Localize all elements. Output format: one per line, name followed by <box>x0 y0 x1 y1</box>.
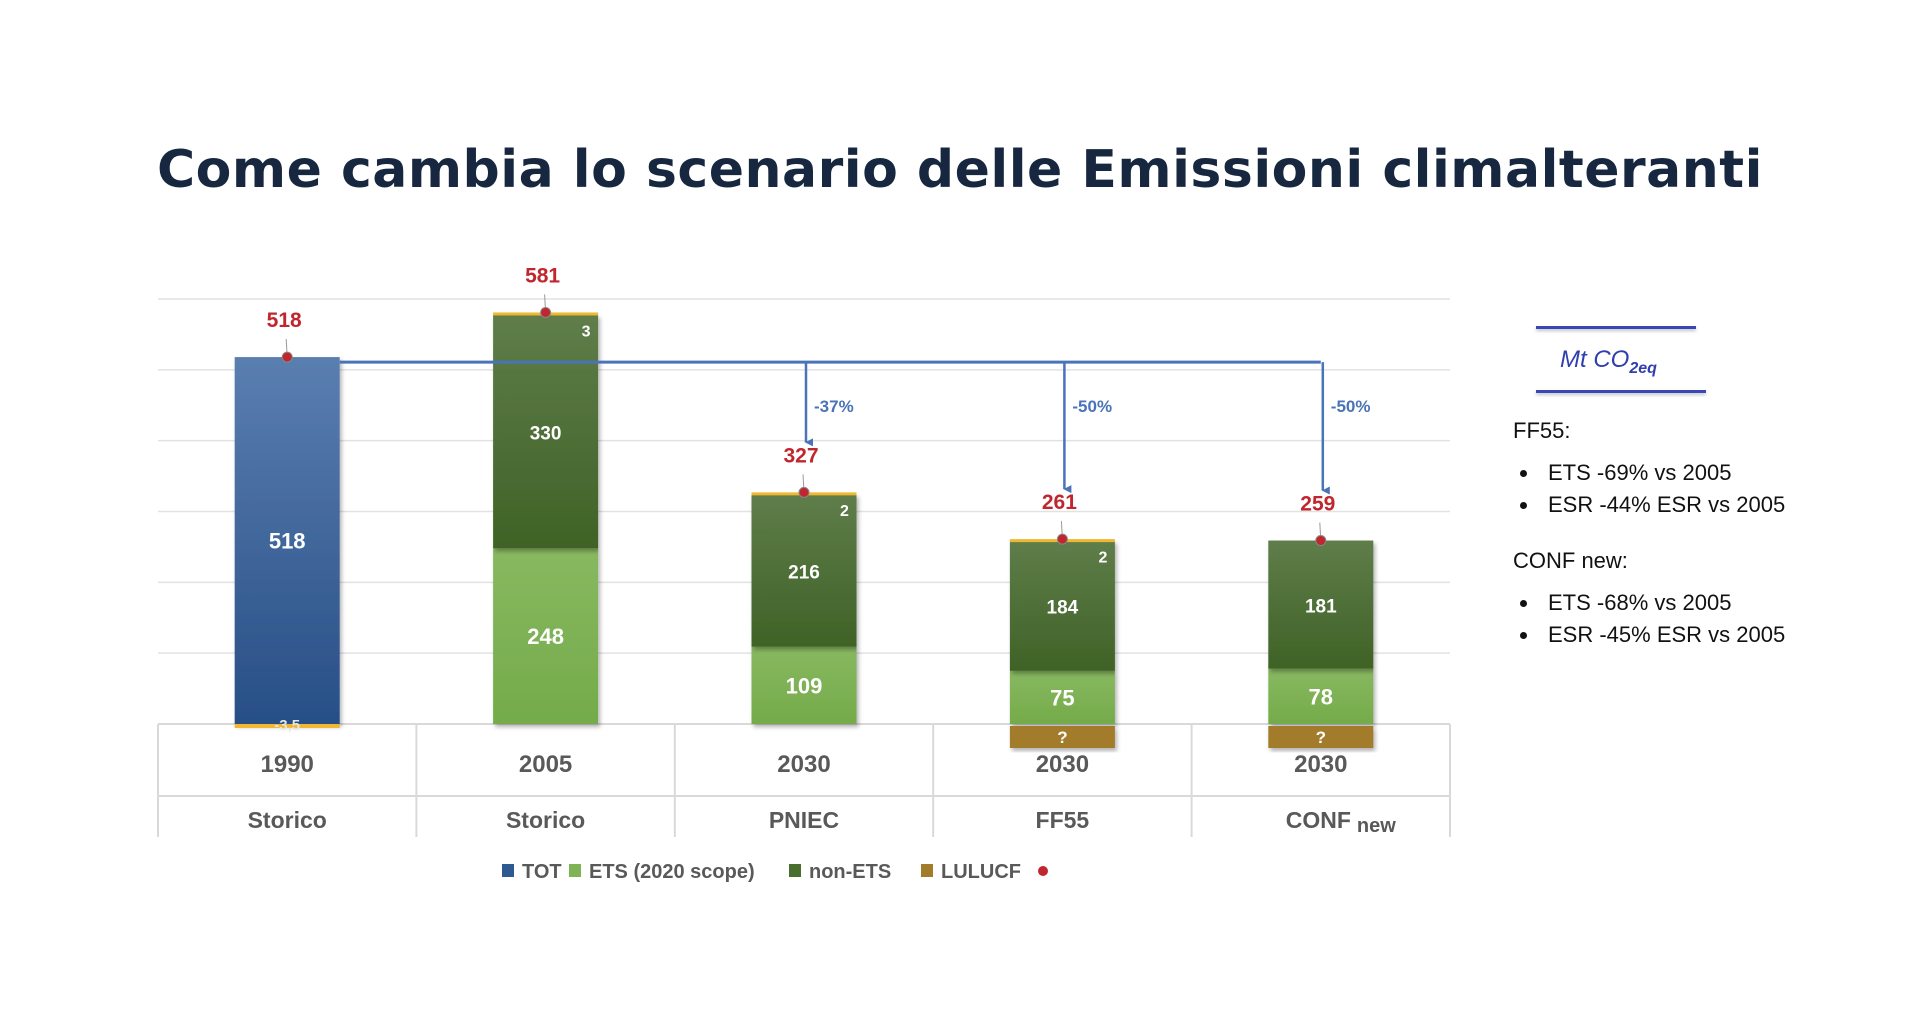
total-marker <box>1056 533 1068 545</box>
category-label: Storico <box>248 807 327 833</box>
bar-label-non-ets: 181 <box>1305 597 1337 618</box>
legend-label: TOT <box>522 861 562 883</box>
legend-label: LULUCF <box>941 861 1021 883</box>
reduction-label: -50% <box>1072 397 1112 416</box>
note-bullet: ETS -68% vs 2005 <box>1540 590 1785 616</box>
page-title: Come cambia lo scenario delle Emissioni … <box>157 140 1763 200</box>
bar-label-lulucf: 2 <box>1098 550 1107 567</box>
unit-top-rule <box>1536 326 1696 329</box>
category-year: 2005 <box>519 751 572 778</box>
unit-main: Mt CO <box>1560 346 1630 373</box>
total-label: 261 <box>1042 491 1077 514</box>
bar-label-lulucf: -3,5 <box>274 717 300 734</box>
bar-ets <box>751 646 857 724</box>
legend-label: ETS (2020 scope) <box>589 861 755 883</box>
note-bullet: ESR -44% ESR vs 2005 <box>1540 492 1785 518</box>
notes-heading-ff55: FF55: <box>1513 418 1571 443</box>
bar-non-ets <box>751 493 857 647</box>
category-year: 2030 <box>1036 751 1089 778</box>
bar-label-ets: 109 <box>786 673 823 698</box>
bar-non-ets <box>1009 540 1115 671</box>
category-year: 2030 <box>1294 751 1347 778</box>
bar-label-lulucf-unknown: ? <box>1057 728 1067 747</box>
unit-sub: 2eq <box>1629 359 1657 377</box>
reduction-label: -37% <box>814 397 854 416</box>
category-label-sub: new <box>1357 815 1396 837</box>
bar-label-non-ets: 216 <box>788 562 820 583</box>
total-marker <box>1315 535 1327 547</box>
bar-lulucf-unknown <box>1009 726 1115 748</box>
bar-tot <box>234 357 340 724</box>
category-label: FF55 <box>1036 807 1090 833</box>
note-bullet: ESR -45% ESR vs 2005 <box>1540 622 1785 648</box>
total-marker <box>798 486 810 498</box>
notes-heading-conf: CONF new: <box>1513 548 1628 573</box>
bar-lulucf-unknown <box>1268 726 1374 748</box>
category-label: Storico <box>506 807 585 833</box>
reduction-label: -50% <box>1331 397 1371 416</box>
bar-ets <box>1009 670 1115 724</box>
total-marker <box>540 306 552 318</box>
notes-panel: FF55: ETS -69% vs 2005 ESR -44% ESR vs 2… <box>1513 418 1785 678</box>
bar-ets <box>493 548 599 724</box>
total-label: 518 <box>267 309 302 332</box>
legend-total-marker <box>1038 866 1048 876</box>
bar-ets <box>1268 668 1374 724</box>
unit-bottom-rule <box>1536 390 1706 393</box>
category-year: 1990 <box>261 751 314 778</box>
bar-label-lulucf-unknown: ? <box>1316 728 1326 747</box>
bar-label-tot: 518 <box>269 529 306 554</box>
notes-list-conf: ETS -68% vs 2005 ESR -45% ESR vs 2005 <box>1513 590 1785 648</box>
bar-non-ets <box>1268 540 1374 669</box>
category-label: CONF new <box>1286 807 1397 837</box>
category-year: 2030 <box>777 751 830 778</box>
category-label: PNIEC <box>769 807 839 833</box>
bar-lulucf <box>234 724 340 728</box>
bar-label-ets: 248 <box>527 624 564 649</box>
bar-label-non-ets: 330 <box>530 423 562 444</box>
bar-label-ets: 75 <box>1050 685 1074 710</box>
total-label: 327 <box>783 444 818 467</box>
bar-label-non-ets: 184 <box>1047 598 1079 619</box>
notes-list-ff55: ETS -69% vs 2005 ESR -44% ESR vs 2005 <box>1513 460 1785 518</box>
bar-label-lulucf: 2 <box>840 503 849 520</box>
bar-non-ets <box>493 314 599 549</box>
bar-label-ets: 78 <box>1309 684 1333 709</box>
total-marker <box>281 351 293 363</box>
legend-swatch <box>569 864 581 877</box>
legend-swatch <box>502 864 514 877</box>
bar-label-lulucf: 3 <box>582 324 591 341</box>
legend-swatch <box>789 864 801 877</box>
total-label: 259 <box>1300 493 1335 516</box>
total-label: 581 <box>525 264 560 287</box>
legend-swatch <box>921 864 933 877</box>
note-bullet: ETS -69% vs 2005 <box>1540 460 1785 486</box>
legend-label: non-ETS <box>809 861 891 883</box>
